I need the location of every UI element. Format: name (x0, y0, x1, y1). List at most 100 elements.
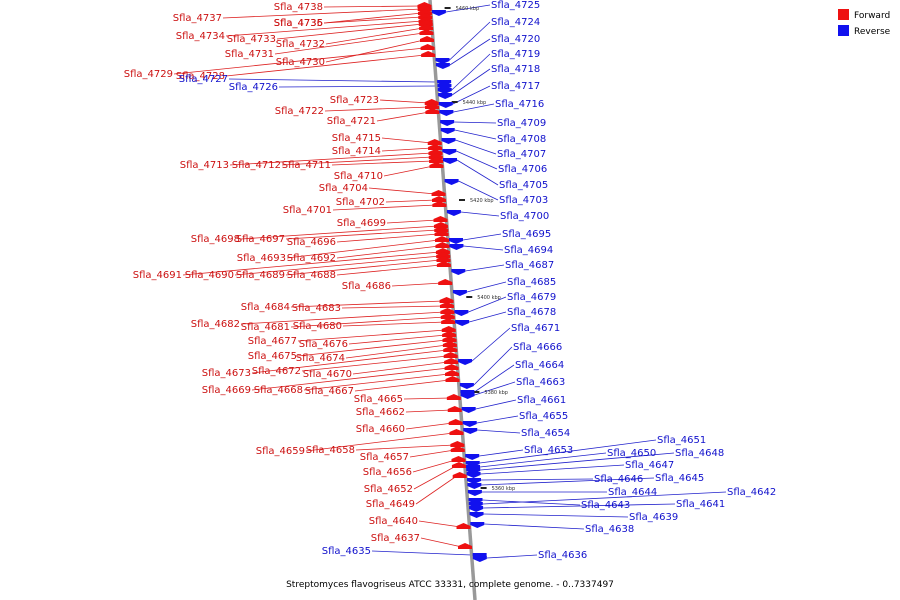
leader-line-reverse (456, 150, 498, 170)
leader-line-forward (383, 165, 434, 177)
leader-line-reverse (475, 399, 517, 410)
reverse-gene-feature (438, 102, 453, 108)
reverse-gene-feature (462, 421, 477, 427)
leader-line-forward (381, 147, 433, 152)
leader-line-forward (323, 5, 422, 8)
gene-label-forward: Sfla_4659 (256, 446, 305, 457)
leader-line-forward (412, 459, 456, 473)
leader-line-reverse (278, 85, 437, 88)
gene-label-reverse: Sfla_4718 (491, 64, 540, 75)
forward-gene-feature (425, 108, 440, 114)
gene-label-forward: Sfla_4656 (363, 467, 412, 478)
leader-line-reverse (454, 129, 497, 140)
leader-line-forward (297, 329, 446, 342)
leader-line-forward (297, 339, 447, 357)
reverse-gene-feature (439, 110, 454, 116)
reverse-gene-feature (431, 10, 446, 16)
forward-gene-feature (442, 331, 457, 337)
gene-label-forward: Sfla_4686 (342, 281, 391, 292)
gene-label-reverse: Sfla_4719 (491, 49, 540, 60)
gene-label-forward: Sfla_4696 (287, 237, 336, 248)
leader-line-forward (354, 379, 450, 392)
gene-label-reverse: Sfla_4666 (513, 342, 562, 353)
gene-label-forward: Sfla_4699 (337, 218, 386, 229)
scale-tick (466, 296, 473, 298)
gene-label-reverse: Sfla_4663 (516, 377, 565, 388)
gene-label-reverse: Sfla_4685 (507, 277, 556, 288)
reverse-gene-feature (467, 483, 482, 489)
reverse-gene-feature (467, 490, 482, 496)
legend-forward-label: Forward (854, 11, 890, 21)
leader-line-reverse (473, 346, 513, 386)
gene-label-reverse: Sfla_4650 (607, 448, 656, 459)
gene-label-forward: Sfla_4684 (241, 302, 290, 313)
leader-line-reverse (483, 513, 629, 518)
gene-label-forward: Sfla_4712 (232, 160, 281, 171)
forward-gene-feature (446, 394, 461, 400)
gene-label-forward: Sfla_4672 (252, 366, 301, 377)
leader-line-forward (325, 39, 425, 63)
leader-line-forward (276, 23, 423, 40)
forward-gene-feature (429, 162, 444, 168)
gene-label-reverse: Sfla_4653 (524, 445, 573, 456)
legend-reverse-swatch (838, 25, 849, 36)
leader-line-forward (274, 32, 424, 55)
forward-gene-feature (420, 36, 434, 42)
gene-label-forward: Sfla_4731 (225, 49, 274, 60)
leader-line-forward (182, 251, 440, 276)
forward-gene-feature (427, 139, 442, 145)
leader-line-forward (405, 409, 452, 413)
forward-gene-feature (421, 51, 436, 57)
leader-line-forward (225, 20, 423, 37)
reverse-gene-feature (460, 393, 475, 399)
leader-line-forward (285, 259, 441, 276)
reverse-gene-feature (459, 383, 474, 389)
gene-label-forward: Sfla_4689 (236, 270, 285, 281)
scale-tick-label: 5380 kbp (484, 390, 508, 396)
leader-line-forward (336, 233, 439, 243)
leader-line-forward (348, 334, 447, 345)
reverse-gene-feature (458, 359, 473, 365)
leader-line-reverse (228, 78, 437, 83)
reverse-gene-feature (440, 120, 455, 126)
leader-line-forward (286, 239, 440, 259)
gene-label-forward: Sfla_4668 (254, 385, 303, 396)
forward-gene-feature (442, 336, 457, 342)
leader-line-reverse (479, 439, 657, 464)
gene-label-reverse: Sfla_4671 (511, 323, 560, 334)
gene-label-forward: Sfla_4691 (133, 270, 182, 281)
gene-label-forward: Sfla_4675 (248, 351, 297, 362)
reverse-gene-feature (463, 428, 478, 434)
gene-label-forward: Sfla_4667 (305, 386, 354, 397)
leader-line-reverse (466, 281, 507, 293)
leader-line-reverse (451, 68, 491, 96)
leader-line-forward (415, 475, 457, 505)
leader-line-reverse (471, 327, 511, 362)
reverse-gene-feature (472, 553, 487, 559)
leader-line-forward (418, 520, 461, 528)
scale-tick (444, 7, 451, 9)
gene-label-reverse: Sfla_4635 (322, 546, 371, 557)
leader-line-reverse (481, 477, 655, 486)
reverse-gene-feature (454, 310, 469, 316)
gene-label-reverse: Sfla_4654 (521, 428, 570, 439)
reverse-gene-feature (444, 179, 459, 185)
leader-line-forward (303, 373, 450, 391)
leader-line-forward (376, 111, 430, 122)
leader-line-forward (240, 311, 445, 325)
leader-line-reverse (449, 21, 491, 61)
leader-line-forward (409, 449, 455, 458)
gene-label-reverse: Sfla_4703 (499, 195, 548, 206)
leader-line-forward (222, 8, 422, 19)
forward-gene-feature (445, 376, 460, 382)
reverse-gene-feature (461, 407, 476, 413)
gene-label-forward: Sfla_4669 (202, 385, 251, 396)
forward-gene-feature (443, 346, 458, 352)
gene-label-forward: Sfla_4674 (296, 353, 345, 364)
gene-label-forward: Sfla_4736 (274, 18, 323, 29)
leader-line-forward (325, 27, 424, 45)
forward-gene-feature (444, 364, 459, 370)
leader-line-forward (352, 361, 449, 375)
forward-gene-feature (440, 308, 455, 314)
